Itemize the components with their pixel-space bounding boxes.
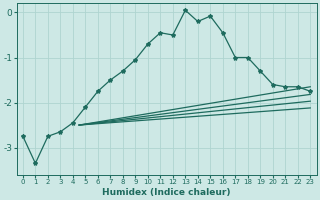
X-axis label: Humidex (Indice chaleur): Humidex (Indice chaleur): [102, 188, 231, 197]
